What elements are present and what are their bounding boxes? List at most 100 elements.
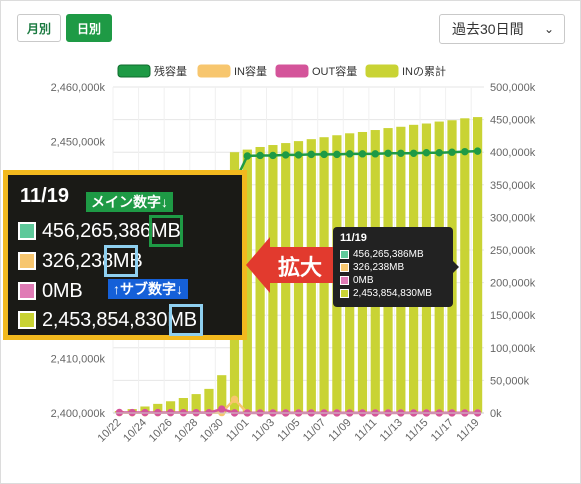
legend-swatch xyxy=(197,64,231,78)
series-point xyxy=(256,151,264,160)
right-axis-tick: 250,000k xyxy=(490,245,536,257)
bar-cumulative-in xyxy=(460,118,470,414)
sub-digit-highlight-in xyxy=(104,245,138,277)
series-point xyxy=(448,148,456,156)
x-axis-tick: 11/11 xyxy=(353,417,380,444)
series-point xyxy=(384,149,392,157)
enlarge-callout-arrow: 拡大 xyxy=(246,237,334,293)
tooltip-swatch-remaining xyxy=(340,249,349,259)
x-axis-tick: 11/03 xyxy=(250,417,277,444)
tooltip-swatch-cumulative xyxy=(340,288,349,298)
series-point xyxy=(345,150,354,158)
callout-label: 拡大 xyxy=(278,255,322,280)
tooltip-value-remaining: 456,265,386MB xyxy=(353,248,424,260)
x-axis-tick: 10/30 xyxy=(198,417,226,445)
right-axis-tick: 100,000k xyxy=(490,343,536,355)
chevron-down-icon: ⌄ xyxy=(543,22,554,36)
series-point xyxy=(422,149,431,157)
x-axis-tick: 11/09 xyxy=(326,417,353,444)
in-swatch xyxy=(18,252,36,270)
zoom-value-cumulative: 2,453,854,830MB xyxy=(42,308,197,331)
zoom-value-in: 326,238MB xyxy=(42,249,143,272)
legend-label: OUT容量 xyxy=(312,64,357,78)
legend-label: INの累計 xyxy=(402,64,446,78)
main-digit-tag: メイン数字↓ xyxy=(86,192,173,212)
legend-swatch xyxy=(117,64,151,78)
bar-cumulative-in xyxy=(153,403,163,413)
right-axis-tick: 0k xyxy=(490,408,502,420)
tooltip-date: 11/19 xyxy=(340,232,367,244)
tooltip-value-cumulative: 2,453,854,830MB xyxy=(353,287,432,299)
x-axis-tick: 10/22 xyxy=(96,417,124,445)
right-axis-tick: 300,000k xyxy=(490,212,536,224)
day-view-button[interactable]: 日別 xyxy=(66,14,112,42)
zoom-row-remaining: 456,265,386MB xyxy=(18,218,181,244)
zoom-row-out: 0MB xyxy=(18,278,83,304)
series-point xyxy=(358,150,367,158)
series-point xyxy=(397,149,405,157)
series-point xyxy=(218,405,226,413)
tooltip-row-remaining: 456,265,386MB xyxy=(340,248,424,260)
x-axis-tick: 11/19 xyxy=(454,417,481,444)
series-point xyxy=(473,147,482,155)
bar-cumulative-in xyxy=(242,149,252,414)
bar-cumulative-in xyxy=(191,394,201,413)
series-point xyxy=(409,149,418,157)
out-swatch xyxy=(18,282,36,300)
zoom-row-in: 326,238MB xyxy=(18,248,143,274)
series-point xyxy=(461,147,469,156)
zoom-value-remaining: 456,265,386MB xyxy=(42,219,181,242)
zoom-date: 11/19 xyxy=(20,185,69,207)
right-axis-tick: 450,000k xyxy=(490,115,536,127)
right-axis-tick: 400,000k xyxy=(490,147,536,159)
series-point xyxy=(333,150,341,159)
right-axis-tick: 500,000k xyxy=(490,82,536,94)
x-axis-tick: 11/01 xyxy=(224,417,251,444)
legend-label: 残容量 xyxy=(154,64,187,78)
tooltip-row-out: 0MB xyxy=(340,274,374,286)
bar-cumulative-in xyxy=(217,375,227,413)
bar-cumulative-in xyxy=(178,398,188,413)
series-point xyxy=(320,150,328,159)
sub-digit-tag: ↑サブ数字↓ xyxy=(108,279,188,299)
series-point xyxy=(269,151,277,160)
tooltip-value-out: 0MB xyxy=(353,274,374,286)
x-axis-tick: 10/24 xyxy=(121,417,149,445)
bar-cumulative-in xyxy=(472,117,483,413)
x-axis-tick: 11/07 xyxy=(301,417,328,444)
series-point xyxy=(307,150,315,159)
right-axis-tick: 150,000k xyxy=(490,310,536,322)
right-axis-tick: 50,000k xyxy=(490,375,530,387)
legend-swatch xyxy=(275,64,309,78)
x-axis-tick: 11/13 xyxy=(378,417,405,444)
remaining-swatch xyxy=(18,222,36,240)
main-digit-highlight xyxy=(149,215,183,247)
series-point xyxy=(115,408,124,417)
period-select-value: 過去30日間 xyxy=(452,21,524,37)
tooltip-swatch-out xyxy=(340,275,349,285)
bar-cumulative-in xyxy=(204,388,214,413)
series-point xyxy=(243,152,252,160)
legend-label: IN容量 xyxy=(234,64,267,78)
tooltip-value-in: 326,238MB xyxy=(353,261,405,273)
right-axis-tick: 200,000k xyxy=(490,278,536,290)
tooltip-row-cumulative: 2,453,854,830MB xyxy=(340,287,432,299)
chart-tooltip: 11/19 456,265,386MB 326,238MB 0MB 2,453,… xyxy=(333,227,459,307)
series-point xyxy=(230,395,239,404)
tooltip-row-in: 326,238MB xyxy=(340,261,404,273)
left-axis-tick: 2,410,000k xyxy=(51,354,106,366)
right-axis-tick: 350,000k xyxy=(490,180,536,192)
x-axis-tick: 10/26 xyxy=(147,417,175,445)
period-select[interactable]: 過去30日間 ⌄ xyxy=(439,14,565,44)
left-axis-tick: 2,460,000k xyxy=(51,82,106,94)
series-point xyxy=(294,151,303,159)
bar-cumulative-in xyxy=(165,401,176,413)
zoom-value-out: 0MB xyxy=(42,279,83,302)
left-axis-tick: 2,450,000k xyxy=(51,136,106,148)
series-point xyxy=(435,149,443,157)
zoom-row-cumulative: 2,453,854,830MB xyxy=(18,307,197,333)
sub-digit-highlight-cumulative xyxy=(169,304,203,336)
legend-swatch xyxy=(365,64,399,78)
month-view-button[interactable]: 月別 xyxy=(17,14,61,42)
series-point xyxy=(371,150,379,158)
